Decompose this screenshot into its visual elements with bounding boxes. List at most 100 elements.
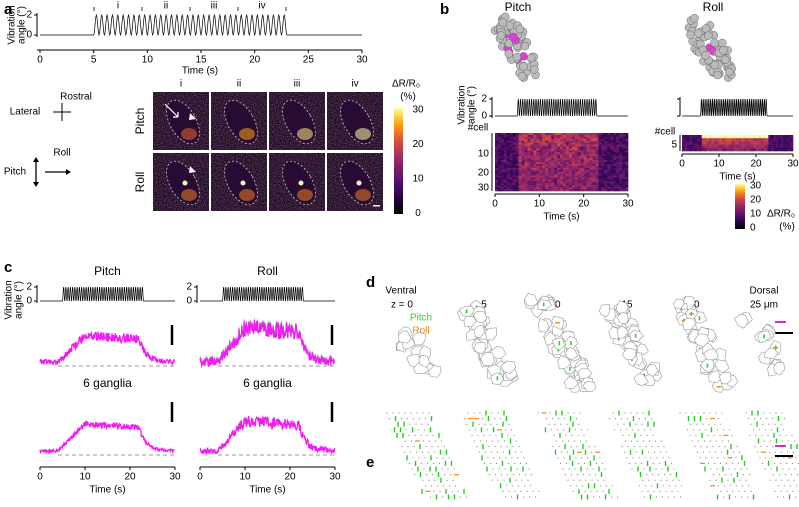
- heatmap-cell: [524, 173, 528, 176]
- cell: [527, 53, 536, 63]
- heatmap-cell: [521, 136, 525, 140]
- cell-outline: [412, 331, 426, 346]
- heatmap-cell: [495, 140, 499, 143]
- heatmap-cell: [560, 160, 564, 163]
- pitch-vector: [559, 432, 561, 438]
- heatmap-cell: [560, 156, 564, 159]
- grid-dot: [703, 412, 705, 414]
- heatmap-cell: [512, 136, 516, 140]
- heatmap-cell: [726, 135, 730, 139]
- heatmap-cell: [790, 144, 794, 149]
- heatmap-cell: [536, 189, 540, 192]
- heatmap-cell: [560, 167, 564, 171]
- heatmap-cell: [521, 160, 525, 163]
- heatmap-cell: [583, 183, 587, 186]
- heatmap-cell: [571, 136, 576, 140]
- heatmap-cell: [586, 177, 590, 180]
- heatmap-cell: [518, 165, 522, 169]
- heatmap-cell: [495, 179, 499, 182]
- pitch-vector: [618, 410, 620, 416]
- heatmap-cell: [548, 146, 552, 149]
- heatmap-cell: [542, 162, 546, 165]
- heatmap-cell: [542, 179, 546, 182]
- pitch-vector: [487, 416, 490, 422]
- heatmap-cell: [554, 185, 558, 188]
- heatmap-cell: [619, 156, 623, 159]
- heatmap-cell: [604, 133, 608, 136]
- heatmap-cell: [607, 189, 611, 192]
- grid-dot: [746, 496, 749, 498]
- grid-dot: [557, 418, 560, 420]
- pitch-vector: [480, 427, 483, 433]
- heatmap-cell: [577, 171, 582, 174]
- heatmap-cell: [512, 189, 516, 192]
- grid-dot: [758, 429, 761, 431]
- grid-dot: [512, 474, 515, 476]
- heatmap-cell: [533, 144, 537, 147]
- heatmap-cell: [613, 177, 617, 180]
- pitch-vector: [397, 421, 399, 427]
- heatmap-cell: [723, 135, 727, 139]
- grid-dot: [672, 479, 674, 481]
- heatmap-cell: [610, 171, 614, 174]
- cell-outline: [473, 341, 486, 355]
- grid-dot: [516, 468, 518, 470]
- heatmap-cell: [497, 156, 502, 159]
- grid-dot: [433, 451, 436, 453]
- heatmap-cell: [780, 135, 784, 139]
- grid-dot: [771, 418, 774, 420]
- grid-dot: [661, 496, 664, 498]
- heatmap-cell: [557, 150, 561, 153]
- heatmap-cell: [622, 156, 626, 159]
- heatmap-cell: [506, 133, 511, 136]
- heatmap-cell: [580, 177, 584, 180]
- heatmap-cell: [613, 150, 617, 153]
- heatmap-cell: [530, 181, 534, 184]
- heatmap-cell: [533, 148, 537, 151]
- heatmap-cell: [551, 183, 555, 186]
- grid-dot: [660, 440, 663, 442]
- heatmap-cell: [607, 148, 611, 151]
- heatmap-cell: [716, 144, 720, 149]
- heatmap-cell: [613, 165, 617, 169]
- grid-dot: [448, 457, 450, 459]
- heatmap-cell: [542, 134, 546, 138]
- heatmap-cell: [592, 165, 596, 169]
- grid-dot: [772, 474, 775, 476]
- grid-dot: [605, 485, 608, 487]
- heatmap-cell: [560, 133, 564, 136]
- cell: [710, 38, 719, 47]
- grid-dot: [709, 479, 711, 481]
- grid-dot: [763, 440, 766, 442]
- heatmap-cell: [733, 141, 737, 145]
- heatmap-cell: [533, 189, 537, 192]
- heatmap-cell: [548, 152, 552, 155]
- grid-dot: [410, 412, 412, 414]
- heatmap-cell: [610, 144, 614, 147]
- heatmap-cell: [554, 167, 558, 171]
- grid-dot: [722, 429, 725, 431]
- heatmap-cell: [495, 138, 499, 142]
- grid-dot: [780, 451, 783, 453]
- heatmap-cell: [613, 189, 617, 192]
- heatmap-cell: [595, 140, 599, 143]
- heatmap-cell: [518, 142, 522, 145]
- heatmap-cell: [530, 133, 534, 136]
- heatmap-cell: [533, 156, 537, 159]
- heatmap-cell: [583, 156, 587, 159]
- heatmap-cell: [497, 158, 502, 161]
- heatmap-cell: [580, 134, 584, 138]
- heatmap-cell: [515, 146, 519, 149]
- heatmap-cell: [622, 142, 626, 145]
- pitch-vector: [444, 460, 447, 466]
- heatmap-cell: [738, 147, 742, 152]
- heatmap-cell: [574, 173, 579, 176]
- heatmap-cell: [503, 158, 508, 161]
- grid-dot: [667, 496, 670, 498]
- heatmap-cell: [583, 189, 587, 192]
- heatmap-cell: [545, 187, 549, 190]
- grid-dot: [700, 446, 702, 448]
- heatmap-cell: [619, 148, 623, 151]
- grid-dot: [648, 440, 651, 442]
- grid-dot: [568, 468, 570, 470]
